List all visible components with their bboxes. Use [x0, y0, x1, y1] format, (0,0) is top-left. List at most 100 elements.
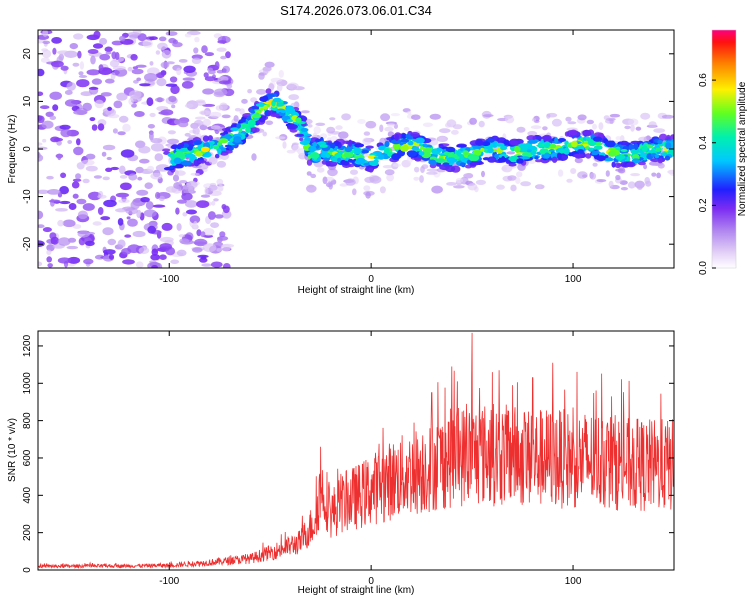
heatmap-cell-445 [156, 78, 167, 87]
heatmap-cell-1731 [295, 117, 302, 123]
heatmap-cell-225 [87, 49, 99, 54]
heatmap-cell-1652 [659, 133, 668, 141]
heatmap-cell-440 [203, 228, 215, 236]
heatmap-cell-1660 [316, 141, 327, 145]
heatmap-cell-1738 [325, 153, 331, 158]
heatmap-cell-40 [144, 182, 153, 189]
spectrogram-x-tick-label-0: -100 [159, 274, 179, 285]
heatmap-cell-794 [326, 126, 336, 134]
heatmap-cell-458 [203, 72, 209, 78]
heatmap-cell-538 [184, 132, 191, 137]
heatmap-cell-330 [127, 66, 133, 72]
heatmap-cell-655 [619, 180, 628, 186]
heatmap-cell-525 [605, 170, 610, 177]
heatmap-cell-377 [137, 176, 143, 181]
heatmap-cell-1818 [233, 136, 242, 143]
heatmap-cell-1555 [500, 145, 508, 151]
heatmap-cell-275 [160, 61, 170, 69]
colorbar-ticks: 0.0 0.2 0.4 0.6 [698, 73, 716, 275]
heatmap-cell-159 [176, 223, 182, 231]
heatmap-cell-656 [335, 125, 343, 130]
heatmap-cell-893 [475, 179, 486, 185]
heatmap-cell-1709 [407, 140, 414, 146]
heatmap-cell-831 [520, 181, 531, 187]
heatmap-cell-514 [76, 79, 90, 88]
heatmap-cell-249 [77, 50, 82, 59]
heatmap-cell-470 [57, 237, 71, 246]
heatmap-cell-1243 [657, 139, 663, 145]
heatmap-cell-534 [250, 97, 258, 103]
heatmap-cell-883 [379, 124, 384, 133]
heatmap-cell-1801 [588, 147, 594, 151]
heatmap-cell-1698 [442, 162, 450, 166]
heatmap-cell-917 [197, 164, 209, 170]
snr-x-ticks: -100 0 100 [159, 331, 582, 587]
heatmap-cell-148 [41, 48, 48, 52]
heatmap-cell-1546 [323, 157, 331, 161]
heatmap-cell-210 [38, 142, 43, 146]
heatmap-cell-441 [211, 261, 223, 268]
heatmap-cell-762 [194, 119, 204, 127]
heatmap-cell-1750 [445, 146, 456, 153]
heatmap-cell-1697 [544, 141, 551, 149]
heatmap-cell-1794 [173, 157, 182, 165]
heatmap-cell-711 [322, 176, 328, 185]
heatmap-cell-462 [150, 254, 161, 261]
heatmap-cell-376 [172, 174, 180, 182]
heatmap-cell-391 [111, 51, 117, 60]
heatmap-cell-320 [154, 153, 164, 162]
heatmap-cell-164 [161, 49, 172, 59]
heatmap-cell-403 [55, 208, 68, 212]
heatmap-cell-1832 [586, 136, 591, 141]
heatmap-cell-244 [201, 45, 208, 54]
heatmap-cell-606 [630, 173, 641, 177]
spectrogram-y-ticks: -20 -10 0 10 20 [22, 48, 674, 251]
heatmap-cell-152 [132, 66, 139, 70]
heatmap-cell-194 [72, 178, 82, 182]
heatmap-cell-936 [275, 136, 286, 140]
heatmap-cell-1795 [615, 154, 626, 160]
heatmap-cell-1823 [344, 146, 352, 153]
snr-y-tick-label-3: 600 [22, 449, 33, 466]
heatmap-cell-172 [213, 198, 219, 202]
heatmap-cell-245 [62, 219, 76, 228]
heatmap-cell-842 [596, 179, 607, 183]
heatmap-cell-98 [107, 238, 117, 246]
heatmap-cell-1530 [604, 140, 616, 148]
heatmap-cell-737 [263, 67, 269, 75]
heatmap-cell-727 [496, 184, 505, 190]
heatmap-cell-446 [105, 167, 113, 172]
heatmap-cell-14 [135, 64, 147, 68]
heatmap-cell-1732 [603, 157, 615, 162]
heatmap-cell-1684 [219, 151, 229, 156]
heatmap-cell-900 [506, 151, 516, 155]
heatmap-cell-1106 [540, 135, 552, 140]
heatmap-cell-498 [98, 190, 104, 198]
heatmap-cell-807 [316, 167, 325, 173]
heatmap-cell-128 [76, 138, 81, 146]
heatmap-cell-1716 [336, 157, 342, 163]
heatmap-cell-389 [83, 258, 94, 265]
heatmap-cell-356 [147, 165, 155, 172]
heatmap-cell-621 [339, 183, 349, 187]
heatmap-cell-453 [48, 199, 61, 203]
heatmap-cell-833 [437, 136, 446, 142]
heatmap-cell-485 [126, 32, 141, 37]
heatmap-cell-410 [218, 80, 232, 85]
heatmap-cell-1631 [212, 144, 220, 150]
heatmap-cell-54 [155, 50, 161, 55]
heatmap-cell-1830 [415, 137, 425, 144]
heatmap-cell-644 [565, 116, 572, 122]
heatmap-cell-41 [92, 43, 104, 49]
heatmap-cell-1827 [418, 151, 425, 156]
heatmap-cell-24 [149, 61, 154, 66]
heatmap-cell-1787 [558, 149, 567, 154]
heatmap-cell-1814 [312, 142, 317, 147]
heatmap-cell-291 [118, 115, 129, 123]
heatmap-cell-482 [208, 184, 218, 191]
heatmap-cell-456 [119, 175, 128, 179]
colorbar-label: Normalized spectral amplitude [737, 81, 748, 216]
heatmap-cell-305 [93, 30, 101, 39]
heatmap-cell-201 [131, 68, 144, 75]
heatmap-cell-1383 [412, 146, 420, 151]
